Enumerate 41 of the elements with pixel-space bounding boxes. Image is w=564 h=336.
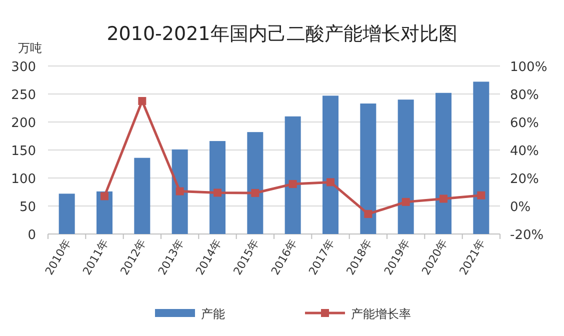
y2-tick-label: 20% <box>510 172 539 187</box>
y-axis-title: 万吨 <box>18 41 42 55</box>
point <box>440 194 448 203</box>
y2-tick-label: 60% <box>510 116 539 131</box>
bar <box>436 92 452 234</box>
y2-tick-label: 80% <box>510 88 539 103</box>
y-tick-label: 150 <box>11 144 36 159</box>
chart-title: 2010-2021年国内己二酸产能增长对比图 <box>106 23 458 45</box>
point <box>477 191 486 200</box>
bar <box>284 116 301 234</box>
bar <box>96 191 112 234</box>
bar <box>360 104 376 234</box>
y-tick-label: 0 <box>28 228 36 243</box>
point <box>251 188 260 197</box>
bar <box>473 82 490 234</box>
y2-tick-label: -20% <box>510 228 544 243</box>
y-tick-label: 50 <box>19 200 36 215</box>
point <box>364 210 372 218</box>
y2-tick-label: 100% <box>510 60 548 75</box>
point <box>138 97 146 105</box>
y-tick-label: 100 <box>11 172 36 187</box>
y-tick-label: 300 <box>11 60 36 75</box>
point <box>100 192 108 200</box>
y-tick-label: 250 <box>11 88 36 103</box>
point <box>402 198 410 206</box>
point <box>288 180 297 188</box>
point <box>176 187 184 196</box>
bar <box>172 149 188 234</box>
legend-label: 产能增长率 <box>351 307 411 321</box>
legend-label: 产能 <box>201 307 225 321</box>
point <box>326 178 334 186</box>
y-tick-label: 200 <box>11 116 36 131</box>
bar <box>134 158 150 234</box>
bar <box>58 194 75 234</box>
y2-tick-label: 40% <box>510 144 539 159</box>
bar <box>322 96 338 234</box>
bar <box>247 132 264 234</box>
bar <box>398 100 414 234</box>
bar <box>210 141 226 234</box>
point <box>214 188 222 197</box>
y2-tick-label: 0% <box>510 200 531 215</box>
